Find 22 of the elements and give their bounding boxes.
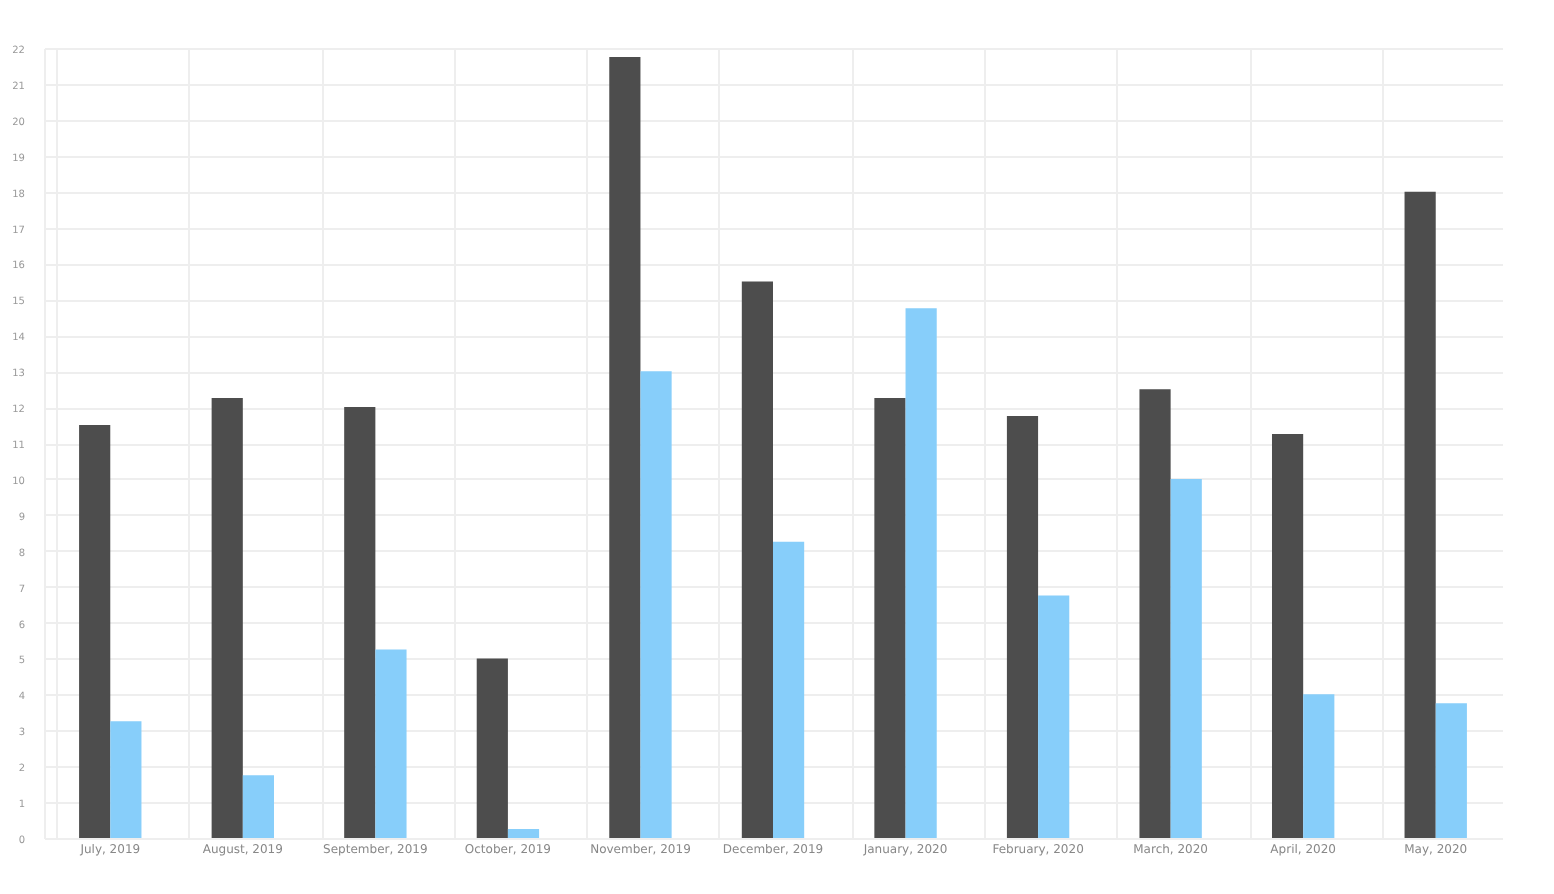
bar xyxy=(741,281,773,838)
bar xyxy=(211,398,243,838)
bar xyxy=(905,308,937,838)
bar xyxy=(1404,191,1436,838)
bar xyxy=(1006,416,1039,838)
bar xyxy=(344,407,376,838)
bar xyxy=(1271,434,1304,838)
bar xyxy=(476,658,508,838)
bar xyxy=(874,398,906,838)
bar xyxy=(1170,478,1202,838)
bar xyxy=(1139,389,1171,838)
bar xyxy=(79,425,111,838)
bar xyxy=(375,649,407,838)
bar xyxy=(507,829,540,838)
bar xyxy=(640,371,672,838)
bar xyxy=(1435,703,1467,838)
bar xyxy=(242,775,275,838)
bar xyxy=(1303,694,1335,838)
bar xyxy=(773,541,805,838)
bar xyxy=(1038,595,1070,838)
bar xyxy=(110,721,142,838)
bar xyxy=(609,56,641,838)
